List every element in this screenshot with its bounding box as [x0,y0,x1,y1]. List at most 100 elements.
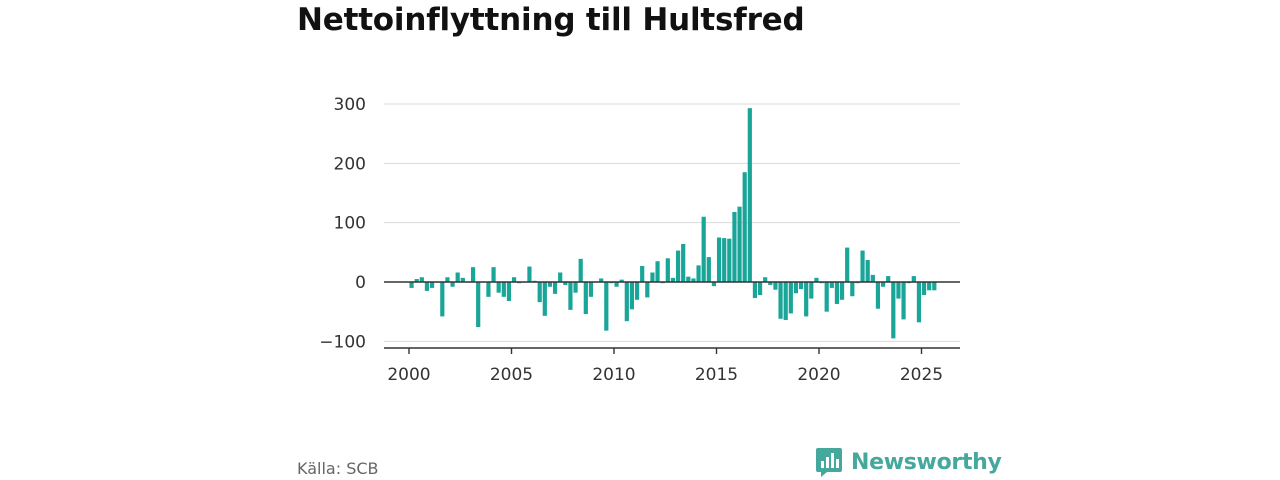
tick-labels: −100 0 100 200 300 2000 2005 2010 2015 2020 2025 [319,95,943,385]
bar [722,238,727,282]
bar [875,282,881,309]
bar [527,266,532,282]
bar [460,277,465,282]
bar [870,274,875,282]
bar [470,267,476,282]
x-tick-label: 2010 [592,365,635,385]
bar-chart-logo-icon [816,448,842,477]
y-tick-label: 300 [334,95,366,115]
bar [716,237,722,282]
bar [629,282,635,310]
bar [711,282,717,287]
bar [573,282,578,293]
bar [932,282,937,291]
bar [619,279,624,282]
bar [921,282,927,296]
bar [506,282,512,301]
bar [737,206,742,282]
bar [901,282,906,320]
bar [701,216,706,282]
bar [747,108,752,282]
bar [440,282,445,317]
y-tick-label: 0 [355,273,366,293]
bar [655,261,660,282]
gridlines [384,103,960,342]
bar [511,277,517,282]
bar [604,282,609,331]
x-tick-label: 2005 [490,365,533,385]
bar [588,282,594,297]
bar-chart: −100 0 100 200 300 2000 2005 2010 2015 2020 2025 [319,95,960,385]
bar [501,282,506,297]
bar [834,282,840,304]
x-tick-label: 2000 [387,365,430,385]
bar [542,282,547,316]
bar [650,272,655,282]
bar [752,282,758,299]
bar [691,278,696,282]
bar [450,282,455,287]
bar [916,282,922,323]
bar [911,276,916,282]
bar [804,282,809,317]
bar [445,277,450,282]
bar [880,282,886,287]
y-tick-label: 200 [334,154,366,174]
bar [414,279,419,282]
bar [850,282,855,297]
bar [455,272,460,282]
bar [424,282,430,291]
brand-logo: Newsworthy [815,446,1002,478]
bar [634,282,640,300]
bar [547,282,553,287]
source-note: Källa: SCB [297,459,379,478]
bar [783,282,788,320]
bar [773,282,778,290]
bar [686,276,691,282]
bar [809,282,814,299]
bar [476,282,481,328]
bar [896,282,901,299]
bar [793,282,799,294]
bar [829,282,834,288]
bar [599,278,604,282]
bar [614,282,619,287]
bar [670,277,676,282]
bar [732,211,737,282]
bar [429,282,435,288]
bar [845,247,850,282]
bar [552,282,558,294]
bar [706,257,711,282]
bar [742,172,747,282]
x-tick-label: 2025 [900,365,943,385]
bar [665,258,670,282]
bar [824,282,829,312]
axes [384,281,960,354]
bar [696,265,701,282]
bar [891,282,896,339]
x-tick-label: 2020 [797,365,840,385]
y-tick-label: 100 [334,214,366,234]
bar [583,282,588,315]
bar [578,258,583,282]
x-tick-label: 2015 [695,365,738,385]
bar [798,282,804,290]
bar [645,282,650,298]
bar [486,282,491,297]
y-tick-label: −100 [319,332,366,352]
bar [927,282,932,291]
bar [624,282,629,322]
bar [640,265,645,282]
bar [727,238,732,282]
bar [409,282,414,288]
bar [865,260,870,282]
bar [814,277,819,282]
bar [568,282,573,310]
bar [886,276,891,282]
bar [768,282,773,285]
bar [558,272,563,282]
bar [491,267,496,282]
bar [681,244,686,282]
bar-series [409,108,937,339]
bar [419,277,424,282]
